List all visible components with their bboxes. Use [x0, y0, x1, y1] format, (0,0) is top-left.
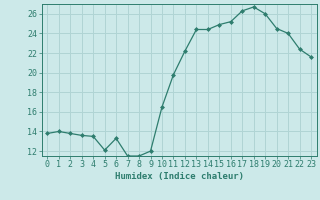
X-axis label: Humidex (Indice chaleur): Humidex (Indice chaleur)	[115, 172, 244, 181]
